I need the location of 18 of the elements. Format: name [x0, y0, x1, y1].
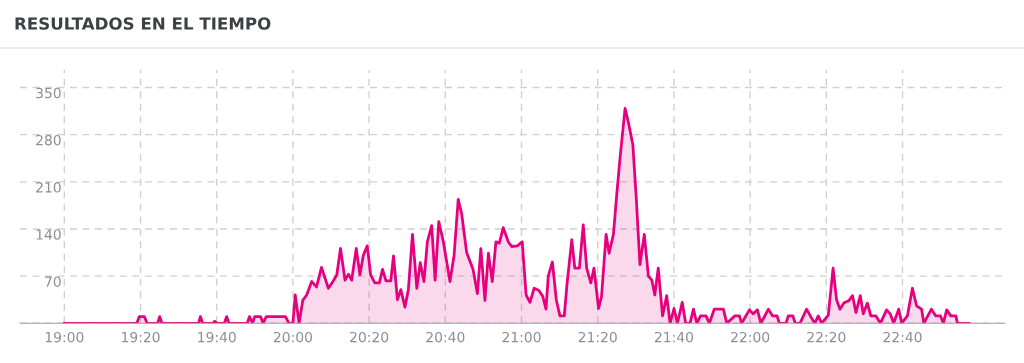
- chart-title: RESULTADOS EN EL TIEMPO: [15, 17, 271, 30]
- x-tick-label: 21:00: [502, 331, 541, 343]
- y-tick-label: 280: [36, 134, 61, 146]
- y-tick-label: 70: [45, 276, 61, 287]
- y-tick-label: 140: [36, 229, 61, 240]
- x-tick-label: 19:20: [122, 331, 160, 343]
- x-tick-label: 20:00: [273, 331, 313, 343]
- y-tick-label: 350: [36, 87, 61, 99]
- x-tick-label: 19:00: [45, 331, 84, 343]
- x-tick-label: 22:40: [883, 331, 922, 343]
- x-tick-label: 22:20: [807, 331, 846, 343]
- x-tick-label: 19:40: [198, 331, 236, 343]
- x-tick-label: 22:00: [731, 331, 770, 343]
- x-tick-label: 21:20: [578, 331, 617, 343]
- x-tick-label: 21:40: [654, 331, 694, 343]
- x-tick-label: 20:40: [426, 331, 465, 343]
- y-tick-label: 210: [36, 182, 61, 193]
- x-tick-label: 20:20: [350, 331, 389, 343]
